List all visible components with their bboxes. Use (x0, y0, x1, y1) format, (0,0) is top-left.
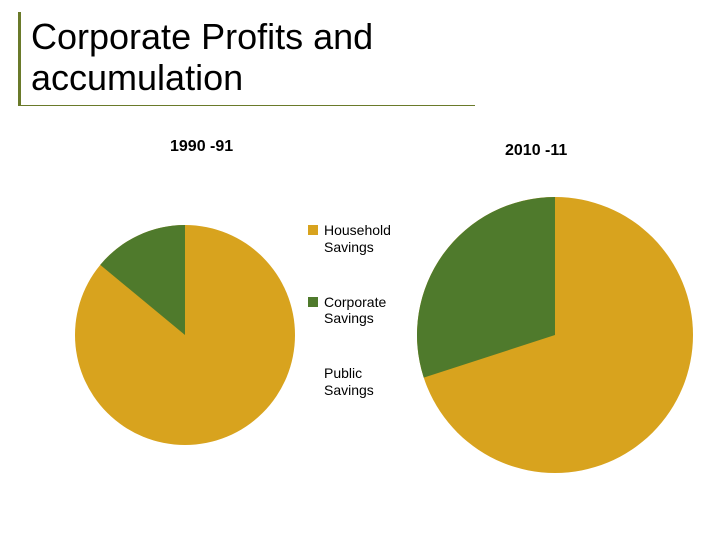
legend-item-public: Public Savings (308, 365, 402, 399)
chart-title-2010: 2010 -11 (505, 142, 567, 160)
pie-chart-2010 (417, 197, 693, 473)
legend-swatch-public (308, 368, 318, 378)
legend-item-household: Household Savings (308, 222, 402, 256)
title-container: Corporate Profits and accumulation (18, 12, 475, 106)
legend: Household Savings Corporate Savings Publ… (308, 222, 402, 437)
legend-swatch-household (308, 225, 318, 235)
slide-title: Corporate Profits and accumulation (31, 16, 461, 99)
chart-title-1990: 1990 -91 (170, 138, 233, 156)
legend-label-household: Household Savings (324, 222, 402, 256)
legend-swatch-corporate (308, 297, 318, 307)
legend-item-corporate: Corporate Savings (308, 294, 402, 328)
legend-label-public: Public Savings (324, 365, 402, 399)
legend-label-corporate: Corporate Savings (324, 294, 402, 328)
slide: Corporate Profits and accumulation 1990 … (0, 0, 720, 540)
pie-chart-1990 (75, 225, 295, 445)
